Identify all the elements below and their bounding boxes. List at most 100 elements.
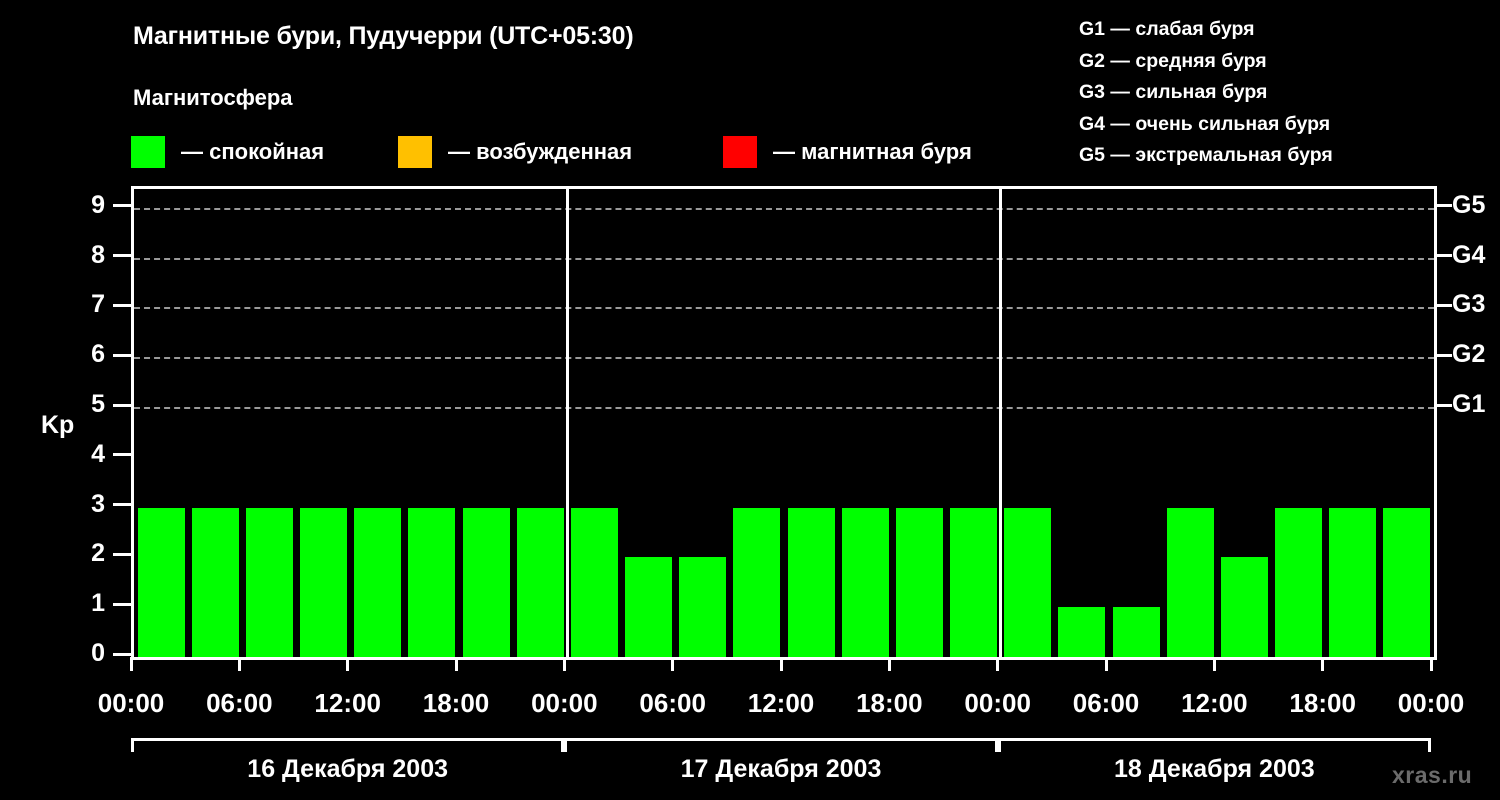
x-tick-label-6: 12:00 bbox=[747, 688, 815, 718]
gscale-row-g3: G3 — сильная буря bbox=[1079, 77, 1499, 109]
bar bbox=[1058, 607, 1106, 657]
page-title: Магнитные бури, Пудучерри (UTC+05:30) bbox=[133, 22, 634, 50]
bar bbox=[1166, 507, 1214, 657]
y-tick-label-6: 6 bbox=[91, 340, 105, 369]
gscale-row-g2: G2 — средняя буря bbox=[1079, 46, 1499, 78]
gscale-row-g5: G5 — экстремальная буря bbox=[1079, 140, 1499, 172]
g-tick-g5 bbox=[1434, 204, 1452, 208]
day-separator-1 bbox=[565, 189, 569, 657]
x-tick-label-4: 00:00 bbox=[531, 688, 598, 718]
y-tick-1 bbox=[113, 602, 131, 606]
x-tick-5 bbox=[671, 657, 675, 671]
plot-inner bbox=[134, 189, 1434, 657]
x-tick-label-7: 18:00 bbox=[856, 688, 923, 718]
gscale-code: G1 bbox=[1079, 18, 1106, 40]
g-tick-g2 bbox=[1434, 353, 1452, 357]
bar bbox=[1004, 507, 1052, 657]
plot-area bbox=[131, 186, 1437, 660]
y-tick-label-4: 4 bbox=[91, 439, 105, 468]
y-tick-label-0: 0 bbox=[91, 639, 105, 667]
x-tick-label-9: 06:00 bbox=[1072, 688, 1140, 718]
bar bbox=[245, 507, 293, 657]
watermark: xras.ru bbox=[1392, 762, 1473, 788]
x-tick-3 bbox=[454, 657, 458, 671]
y-tick-label-3: 3 bbox=[91, 489, 105, 518]
x-tick-label-3: 18:00 bbox=[422, 688, 490, 718]
x-tick-4 bbox=[562, 657, 566, 671]
legend-item-unsettled: — возбужденная bbox=[398, 134, 632, 170]
gscale-code: G5 bbox=[1079, 144, 1106, 166]
y-tick-8 bbox=[113, 254, 131, 258]
x-tick-0 bbox=[129, 657, 133, 671]
gscale-row-g1: G1 — слабая буря bbox=[1079, 14, 1499, 46]
x-tick-8 bbox=[996, 657, 1000, 671]
gscale-desc: — средняя буря bbox=[1105, 49, 1267, 72]
legend-item-storm: — магнитная буря bbox=[723, 134, 972, 170]
gscale-desc: — очень сильная буря bbox=[1105, 112, 1331, 135]
x-tick-11 bbox=[1321, 657, 1325, 671]
y-tick-label-8: 8 bbox=[91, 240, 105, 269]
bar bbox=[1275, 507, 1323, 657]
y-tick-label-1: 1 bbox=[91, 589, 105, 618]
gscale-desc: — экстремальная буря bbox=[1105, 144, 1333, 166]
gscale-code: G4 bbox=[1079, 112, 1106, 135]
legend: — спокойная — возбужденная — магнитная б… bbox=[131, 134, 1031, 170]
g-tick-label-g3: G3 bbox=[1452, 290, 1486, 319]
y-tick-5 bbox=[113, 403, 131, 407]
x-tick-2 bbox=[346, 657, 350, 671]
y-tick-6 bbox=[113, 353, 131, 357]
g-tick-label-g5: G5 bbox=[1452, 190, 1486, 219]
y-tick-0 bbox=[113, 652, 131, 656]
legend-label-quiet: — спокойная bbox=[181, 139, 325, 164]
date-bracket-1 bbox=[131, 738, 565, 752]
gscale-desc: — сильная буря bbox=[1105, 81, 1268, 103]
legend-label-storm: — магнитная буря bbox=[773, 139, 972, 164]
gridline-kp-5 bbox=[134, 407, 1434, 410]
bar bbox=[895, 507, 943, 657]
bar bbox=[516, 507, 564, 657]
x-tick-label-2: 12:00 bbox=[314, 688, 381, 718]
x-tick-label-1: 06:00 bbox=[206, 688, 273, 718]
date-label-2: 17 Декабря 2003 bbox=[680, 755, 882, 783]
legend-label-unsettled: — возбужденная bbox=[448, 139, 633, 164]
x-tick-label-11: 18:00 bbox=[1289, 688, 1356, 718]
bar bbox=[841, 507, 889, 657]
bar bbox=[1383, 507, 1431, 657]
legend-swatch-quiet-icon bbox=[131, 136, 165, 168]
date-label-1: 16 Декабря 2003 bbox=[247, 755, 449, 783]
g-tick-g1 bbox=[1434, 403, 1452, 407]
x-tick-label-12: 00:00 bbox=[1397, 688, 1465, 718]
gscale-legend: G1 — слабая буря G2 — средняя буря G3 — си… bbox=[1079, 14, 1499, 172]
y-tick-3 bbox=[113, 503, 131, 507]
legend-swatch-storm-icon bbox=[723, 136, 757, 168]
g-tick-g3 bbox=[1434, 303, 1452, 307]
gridline-kp-6 bbox=[134, 357, 1434, 360]
bar bbox=[408, 507, 456, 657]
y-tick-label-7: 7 bbox=[91, 290, 105, 319]
y-tick-label-2: 2 bbox=[91, 539, 105, 568]
bar bbox=[733, 507, 781, 657]
gridline-kp-8 bbox=[134, 257, 1434, 260]
x-tick-10 bbox=[1212, 657, 1216, 671]
y-tick-7 bbox=[113, 303, 131, 307]
gscale-desc: — слабая буря bbox=[1105, 18, 1255, 40]
x-tick-7 bbox=[887, 657, 891, 671]
x-tick-1 bbox=[237, 657, 241, 671]
bar bbox=[191, 507, 239, 657]
legend-item-quiet: — спокойная bbox=[131, 134, 324, 170]
x-tick-6 bbox=[779, 657, 783, 671]
x-tick-label-0: 00:00 bbox=[97, 688, 165, 718]
bar bbox=[679, 557, 727, 657]
g-tick-label-g4: G4 bbox=[1452, 240, 1486, 269]
y-tick-label-9: 9 bbox=[91, 190, 105, 219]
legend-swatch-unsettled-icon bbox=[398, 136, 432, 168]
x-tick-9 bbox=[1104, 657, 1108, 671]
x-tick-label-10: 12:00 bbox=[1181, 688, 1248, 718]
g-tick-label-g1: G1 bbox=[1452, 390, 1486, 419]
gscale-code: G3 bbox=[1079, 81, 1106, 103]
date-bracket-2 bbox=[564, 738, 998, 752]
gridline-kp-9 bbox=[134, 207, 1434, 210]
gridline-kp-7 bbox=[134, 307, 1434, 310]
g-tick-g4 bbox=[1434, 254, 1452, 258]
